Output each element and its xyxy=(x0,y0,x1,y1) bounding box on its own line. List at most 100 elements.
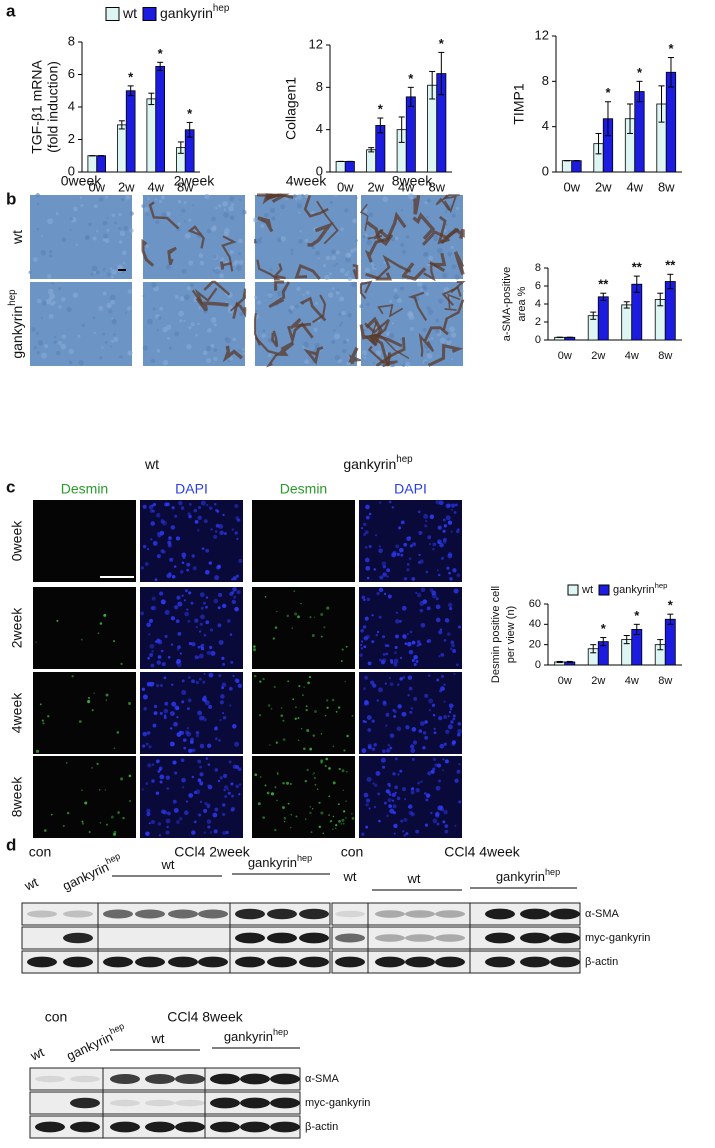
nucleus xyxy=(378,615,382,619)
nucleus xyxy=(214,530,218,533)
texture xyxy=(370,262,374,266)
significance: * xyxy=(378,101,384,116)
desmin-signal xyxy=(280,707,283,709)
fibrosis-streak xyxy=(271,330,279,348)
texture xyxy=(372,362,376,365)
nucleus xyxy=(152,682,155,685)
fibrosis-streak xyxy=(378,211,407,241)
desmin-signal xyxy=(264,596,267,598)
group-label-sup: hep xyxy=(396,454,413,465)
nucleus xyxy=(423,513,429,519)
significance: * xyxy=(408,71,414,86)
desmin-signal xyxy=(313,772,316,774)
y-tick-label: 6 xyxy=(535,280,541,292)
nucleus xyxy=(438,630,443,635)
nucleus xyxy=(167,655,171,659)
nucleus xyxy=(417,560,421,564)
error-bar xyxy=(157,61,164,71)
desmin-signal xyxy=(316,788,319,790)
control-label: con xyxy=(29,844,52,860)
texture xyxy=(127,289,133,294)
nucleus xyxy=(213,598,219,604)
desmin-signal xyxy=(35,749,40,753)
texture xyxy=(239,312,244,317)
nucleus xyxy=(154,578,158,582)
texture xyxy=(47,288,54,295)
texture xyxy=(28,270,32,274)
texture xyxy=(438,298,444,304)
texture xyxy=(167,336,170,340)
texture xyxy=(206,358,212,364)
desmin-signal xyxy=(65,762,68,764)
significance: * xyxy=(668,598,674,613)
nucleus xyxy=(399,769,403,773)
desmin-signal xyxy=(81,822,85,825)
desmin-signal xyxy=(341,769,345,773)
row-label: myc-gankyrin xyxy=(585,932,650,944)
nucleus xyxy=(424,524,428,528)
nucleus xyxy=(365,565,371,571)
error-bar xyxy=(566,660,573,663)
texture xyxy=(202,350,208,356)
texture xyxy=(232,337,237,342)
desmin-signal xyxy=(294,717,297,720)
texture xyxy=(410,196,413,200)
nucleus xyxy=(406,568,410,572)
texture xyxy=(101,346,104,349)
nucleus xyxy=(180,730,185,735)
desmin-signal xyxy=(344,681,346,683)
desmin-signal xyxy=(274,626,278,629)
nucleus xyxy=(186,707,190,711)
panel-label: a xyxy=(6,1,16,20)
desmin-signal xyxy=(252,648,257,652)
blot-band xyxy=(235,932,265,944)
nucleus xyxy=(364,530,369,535)
nucleus xyxy=(181,561,185,565)
nucleus xyxy=(388,793,392,797)
nucleus xyxy=(160,599,166,605)
nucleus xyxy=(152,541,158,546)
nucleus xyxy=(142,694,148,700)
desmin-signal xyxy=(320,811,324,815)
desmin-signal xyxy=(300,603,302,605)
texture xyxy=(393,288,398,293)
texture xyxy=(296,286,301,292)
nucleus xyxy=(177,601,183,607)
nucleus xyxy=(165,830,170,835)
x-tick-label: 8w xyxy=(177,179,194,194)
blot-band xyxy=(35,1121,65,1133)
nucleus xyxy=(193,508,198,513)
nucleus xyxy=(232,724,237,729)
texture xyxy=(350,248,355,254)
nucleus xyxy=(168,536,172,540)
error-bar xyxy=(377,117,384,134)
nucleus xyxy=(188,502,192,506)
texture xyxy=(435,328,441,334)
nucleus xyxy=(215,508,219,512)
fibrosis-streak xyxy=(352,263,359,280)
texture xyxy=(389,300,392,303)
nucleus xyxy=(452,568,457,573)
fibrosis-streak xyxy=(220,261,232,270)
texture xyxy=(315,302,318,305)
legend-label-main: gankyrin xyxy=(613,584,655,596)
blot-band xyxy=(267,956,297,968)
nucleus xyxy=(155,791,160,795)
nucleus xyxy=(370,680,375,685)
nucleus xyxy=(384,644,388,647)
texture xyxy=(355,196,358,200)
nucleus xyxy=(215,737,218,741)
desmin-signal xyxy=(311,634,315,637)
texture xyxy=(168,346,172,350)
texture xyxy=(337,289,340,292)
texture xyxy=(179,319,183,323)
texture xyxy=(401,249,406,254)
texture xyxy=(111,319,117,325)
blot-band xyxy=(405,934,435,942)
nucleus xyxy=(235,784,239,789)
desmin-signal xyxy=(290,813,293,816)
nucleus xyxy=(176,648,180,651)
fibrosis-streak xyxy=(191,287,218,306)
x-tick-label: 2w xyxy=(367,179,384,194)
nucleus xyxy=(404,642,408,645)
